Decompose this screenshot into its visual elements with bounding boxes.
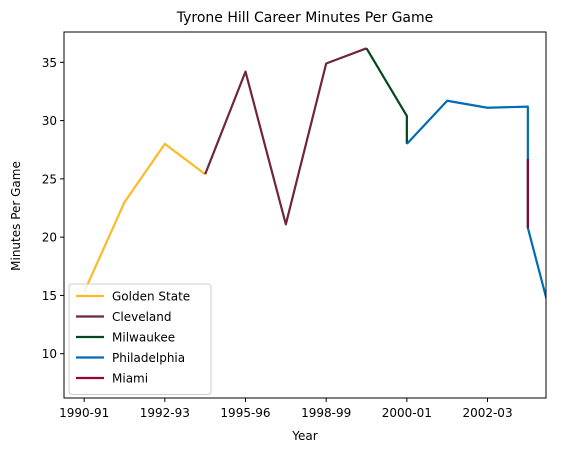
y-tick-label: 30 [42,114,57,128]
legend-label-miami: Miami [112,372,148,386]
y-axis-label: Minutes Per Game [9,161,23,271]
legend-label-golden-state: Golden State [112,290,190,304]
legend-box [68,283,212,395]
y-tick-label: 10 [42,347,57,361]
x-tick-label: 2002-03 [462,406,512,420]
plot-lines [83,47,546,302]
x-tick-label: 1998-99 [301,406,351,420]
x-axis-label: Year [291,429,317,443]
series-line-cleveland [204,47,367,226]
y-tick-label: 35 [42,56,57,70]
x-tick-label: 1995-96 [220,406,270,420]
chart-title: Tyrone Hill Career Minutes Per Game [176,10,434,26]
y-tick-label: 15 [42,289,57,303]
legend-label-philadelphia: Philadelphia [112,351,185,365]
axes-frame [63,31,547,399]
y-tick-label: 25 [42,172,57,186]
series-line-philadelphia [406,99,546,302]
x-axis-ticks: 1990-91 1992-93 1995-96 1998-99 2000-01 2002-… [59,398,513,420]
y-tick-label: 20 [42,231,57,245]
series-line-milwaukee [365,47,408,144]
legend: Golden State Cleveland Milwaukee Philadelph… [68,283,212,395]
y-axis-ticks: 10 15 20 25 30 35 [42,56,64,361]
x-tick-label: 1992-93 [140,406,190,420]
x-tick-label: 2000-01 [382,406,432,420]
x-tick-label: 1990-91 [59,406,109,420]
legend-label-cleveland: Cleveland [112,310,172,324]
series-line-golden-state [83,142,206,293]
axes-border [63,31,547,399]
legend-label-milwaukee: Milwaukee [112,331,175,345]
